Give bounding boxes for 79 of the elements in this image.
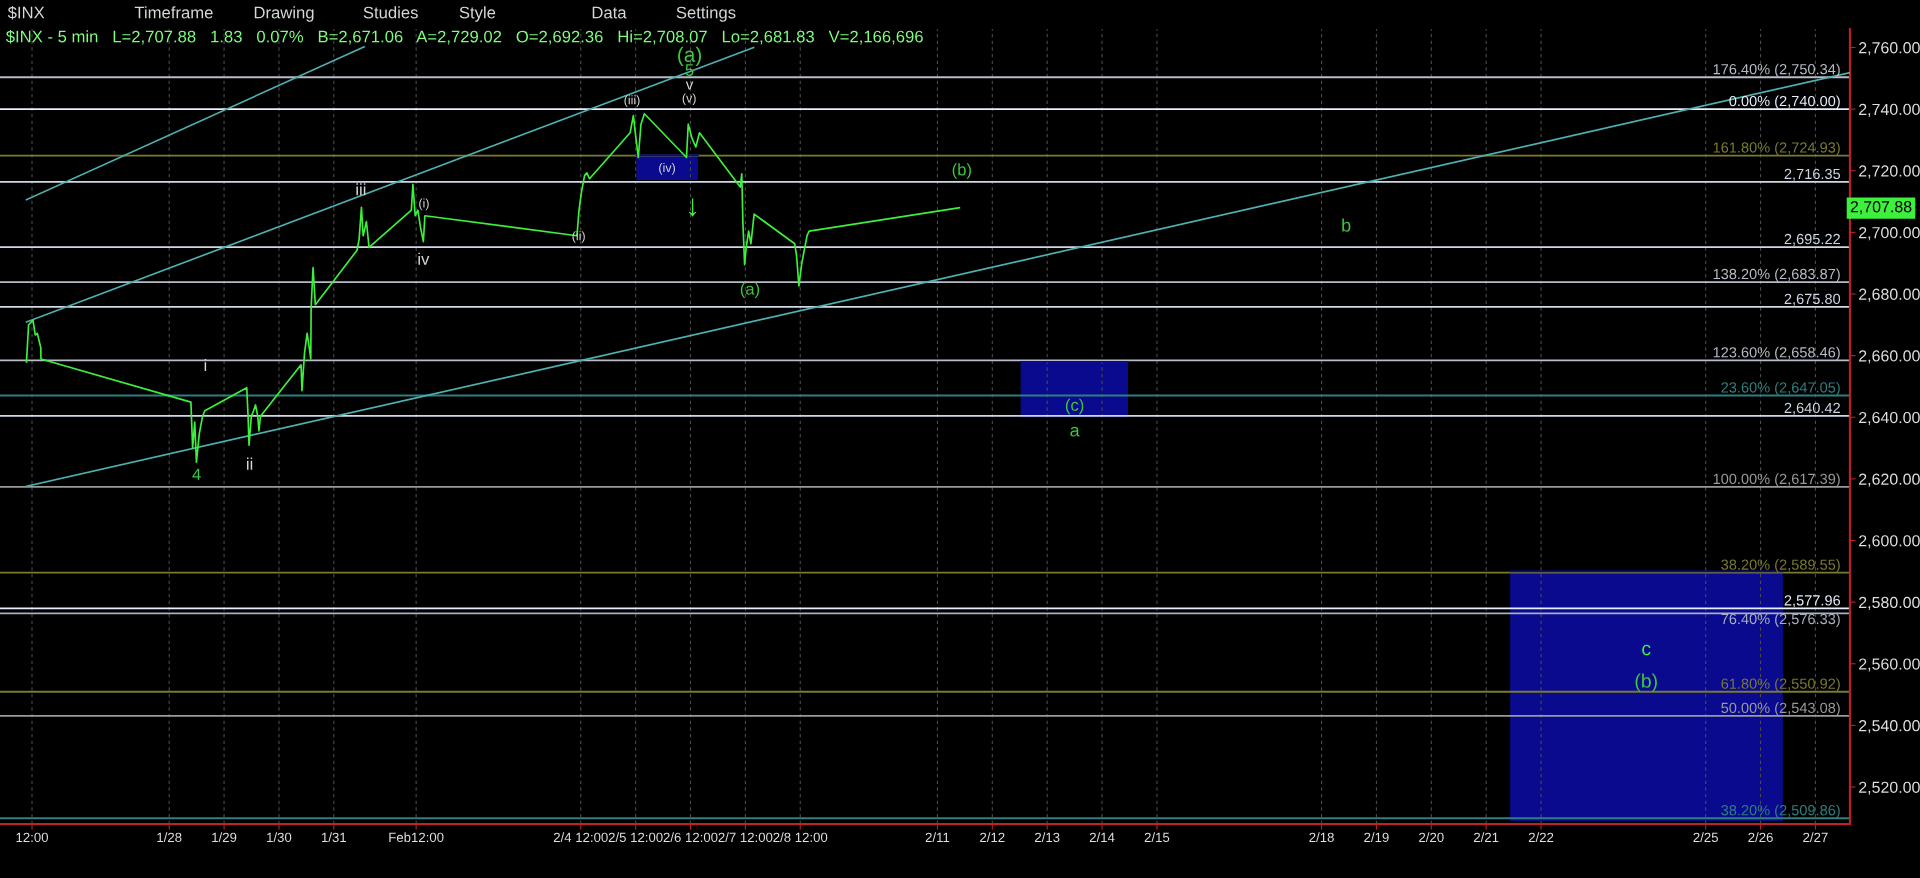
annotation: (b) (952, 163, 971, 179)
text: Data (592, 6, 627, 19)
chart-title: $INX - 5 min L=2,707.88 1.83 0.07% B=2,671.06 A=2,729.02 O=2,692.36 Hi=2,708.07 Lo=2,681.83 V=2,166,696 (5, 29, 923, 45)
ref-line-label: 38.20% (2,589.55) (1721, 559, 1840, 573)
ref-line-label: 100.00% (2,617.39) (1713, 473, 1840, 487)
x-tick-label: 2/6 12:00 (663, 832, 718, 843)
y-tick-label: 2,760.00 (1859, 42, 1920, 56)
x-tick-label: 2/15 (1144, 832, 1170, 843)
ref-line-label: 161.80% (2,724.93) (1713, 141, 1840, 156)
x-tick-label: 1/31 (321, 832, 347, 843)
annotation: ii (247, 457, 253, 470)
annotation: c (1642, 644, 1651, 656)
x-tick-label: 2/4 12:00 (553, 832, 608, 843)
x-tick-label: 2/8 12:00 (773, 832, 828, 843)
x-tick-label: 2/20 (1419, 832, 1444, 843)
y-tick-label: 2,600.00 (1859, 535, 1920, 549)
annotation: (a) (678, 46, 701, 67)
annotation: (iv) (659, 163, 675, 175)
y-tick-label: 2,680.00 (1859, 288, 1920, 302)
annotation: (ii) (572, 231, 585, 243)
annotation: i (204, 358, 207, 372)
y-tick-label: 2,620.00 (1859, 473, 1920, 487)
y-tick-label: 2,740.00 (1859, 103, 1920, 117)
annotation: b (1342, 218, 1351, 232)
annotation: 4 (192, 468, 201, 481)
x-tick-label: 2/11 (925, 832, 950, 843)
x-tick-label: 1/28 (157, 832, 182, 843)
annotation: ↓ (689, 198, 697, 217)
text: Drawing (254, 6, 314, 22)
annotation: (iii) (624, 95, 640, 107)
x-tick-label: 2/14 (1089, 832, 1115, 843)
y-tick-label: 2,660.00 (1859, 350, 1920, 364)
ref-line-label: 23.60% (2,647.05) (1721, 381, 1840, 396)
x-tick-label: 2/22 (1528, 832, 1554, 843)
ref-line-label: 2,716.35 (1784, 168, 1841, 181)
annotation: iv (418, 252, 430, 265)
annotation: (i) (419, 198, 429, 211)
y-tick-label: 2,520.00 (1859, 781, 1920, 795)
text: Style (459, 6, 496, 22)
annotation: iii (356, 183, 366, 196)
x-tick-label: 2/26 (1748, 832, 1773, 843)
text: Settings (676, 6, 736, 22)
y-tick-label: 2,700.00 (1859, 226, 1920, 241)
ref-line-label: 0.00% (2,740.00) (1729, 95, 1840, 110)
x-tick-label: 2/18 (1309, 832, 1334, 843)
text: Studies (363, 6, 418, 19)
x-tick-label: 2/19 (1364, 832, 1389, 843)
text: $INX (7, 5, 45, 20)
y-tick-label: 2,540.00 (1859, 720, 1920, 734)
ref-line-label: 123.60% (2,658.46) (1713, 346, 1840, 361)
x-tick-label: 1/29 (212, 832, 237, 843)
x-tick-label: 1/30 (267, 832, 292, 843)
x-tick-label: 2/7 12:00 (718, 832, 773, 843)
ref-line-label: 2,675.80 (1784, 293, 1841, 306)
ref-line-label: 2,640.42 (1784, 402, 1840, 415)
x-tick-label: 2/21 (1474, 832, 1499, 843)
annotation: (c) (1065, 398, 1084, 415)
x-tick-label: 2/12 (980, 832, 1005, 843)
x-tick-label: 2/5 12:00 (608, 832, 663, 843)
annotation: a (1070, 426, 1080, 437)
y-tick-label: 2,560.00 (1859, 658, 1920, 672)
ref-line-label: 2,695.22 (1784, 233, 1840, 246)
annotation: v (685, 81, 694, 90)
annotation: (a) (740, 282, 760, 299)
text: 2,707.88 (1850, 201, 1912, 215)
y-tick-label: 2,640.00 (1859, 411, 1920, 426)
y-tick-label: 2,580.00 (1859, 596, 1920, 610)
annotation: (b) (1635, 673, 1657, 692)
ref-line-label: 138.20% (2,683.87) (1713, 268, 1840, 283)
annotation: (v) (682, 93, 696, 106)
x-tick-label: 2/25 (1693, 832, 1718, 843)
ref-line-label: 2,577.96 (1784, 595, 1841, 608)
ref-line-label: 176.40% (2,750.34) (1713, 63, 1840, 78)
y-tick-label: 2,720.00 (1859, 165, 1920, 179)
x-tick-label: 2/13 (1035, 832, 1060, 843)
x-tick-label: 2/27 (1803, 832, 1828, 843)
x-tick-label: Feb12:00 (389, 832, 444, 843)
x-tick-label: 12:00 (16, 832, 48, 843)
text: Timeframe (134, 6, 213, 19)
